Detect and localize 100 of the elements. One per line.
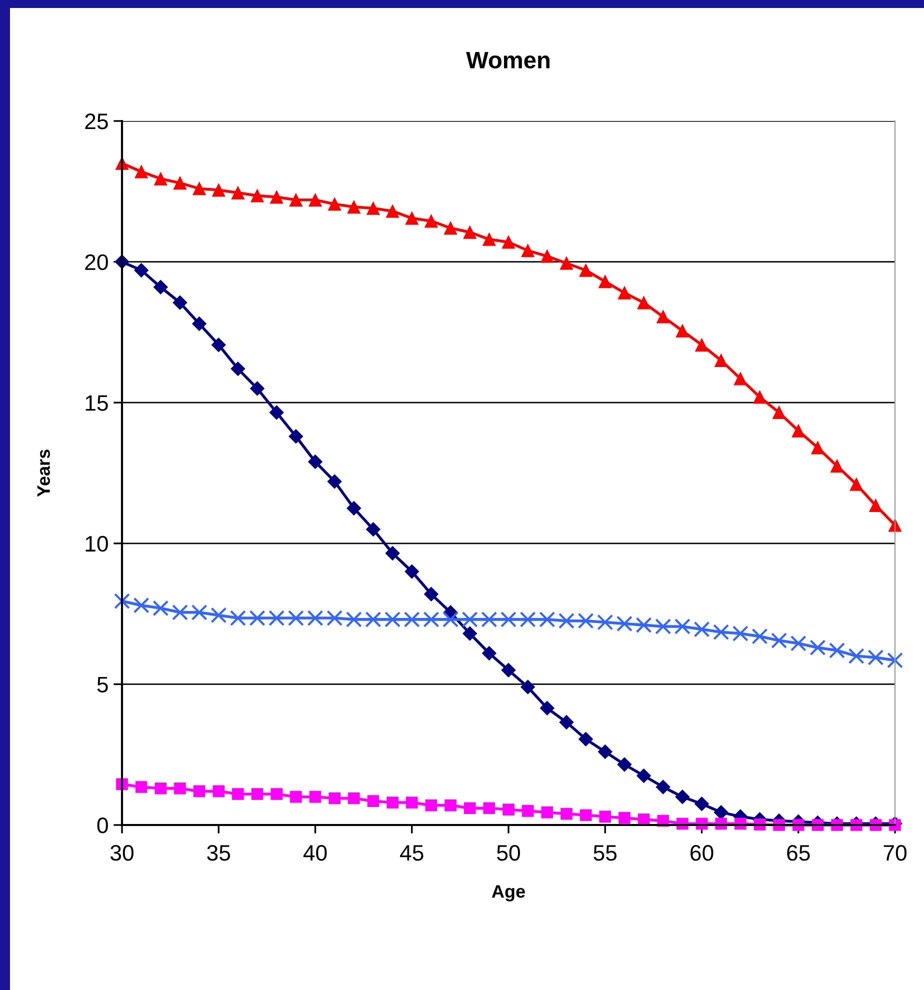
point — [385, 546, 400, 560]
point — [404, 611, 420, 628]
point — [232, 788, 244, 800]
point — [251, 788, 264, 800]
point — [290, 790, 302, 803]
point — [522, 805, 534, 817]
point — [676, 324, 690, 338]
point — [520, 680, 536, 694]
point — [694, 621, 710, 638]
point — [309, 790, 322, 803]
point — [637, 296, 650, 310]
point — [599, 810, 612, 822]
point — [598, 744, 612, 760]
point — [212, 183, 226, 197]
chart-title: Women — [466, 52, 550, 68]
point — [714, 354, 728, 367]
point — [250, 381, 264, 396]
point — [734, 372, 747, 386]
point — [288, 610, 304, 626]
point — [153, 280, 168, 294]
point — [482, 646, 496, 660]
x-tick-label: 55 — [594, 845, 617, 861]
point — [675, 790, 690, 804]
point — [830, 459, 844, 473]
point — [656, 310, 670, 324]
point — [249, 610, 266, 626]
point — [424, 214, 438, 228]
point — [792, 424, 805, 438]
point — [308, 454, 322, 469]
point — [444, 221, 458, 235]
point — [811, 441, 824, 454]
point — [752, 628, 768, 644]
point — [539, 611, 556, 628]
point — [694, 796, 709, 812]
point — [810, 640, 826, 656]
point — [483, 802, 496, 814]
point — [172, 295, 188, 310]
point — [270, 190, 284, 204]
point — [365, 611, 382, 628]
y-axis-title: Years — [37, 450, 50, 497]
point — [462, 626, 478, 641]
point — [481, 611, 498, 628]
point — [230, 362, 246, 376]
point — [656, 780, 670, 794]
point — [889, 819, 901, 831]
point — [212, 785, 225, 798]
point — [154, 782, 167, 794]
point — [850, 478, 863, 491]
x-tick-label: 70 — [884, 845, 906, 861]
y-tick-label: 20 — [85, 254, 108, 270]
point — [713, 624, 730, 640]
point — [386, 204, 400, 218]
point — [404, 564, 420, 579]
point — [616, 616, 632, 632]
point — [134, 165, 148, 178]
point — [288, 429, 304, 444]
point — [887, 652, 903, 668]
point — [714, 805, 728, 820]
point — [348, 792, 360, 804]
point — [502, 235, 516, 249]
point — [442, 611, 459, 628]
point — [367, 795, 380, 807]
point — [559, 714, 574, 730]
x-axis-title: Age — [492, 885, 525, 902]
point — [172, 604, 188, 620]
point — [695, 338, 708, 352]
point — [655, 618, 672, 634]
point — [135, 781, 148, 793]
point — [560, 808, 572, 820]
point — [771, 632, 788, 649]
point — [618, 812, 630, 824]
point — [384, 611, 401, 628]
x-tick-label: 60 — [690, 845, 714, 861]
point — [328, 197, 342, 211]
point — [520, 611, 536, 628]
point — [540, 250, 554, 263]
point — [386, 796, 398, 808]
point — [868, 649, 884, 666]
y-tick-label: 5 — [97, 676, 108, 692]
point — [211, 338, 226, 352]
point — [578, 612, 594, 629]
point — [580, 809, 592, 822]
point — [326, 610, 343, 626]
point — [521, 244, 534, 258]
point — [598, 274, 612, 288]
point — [558, 612, 574, 629]
point — [501, 662, 516, 678]
y-tick-label: 25 — [85, 114, 108, 130]
point — [618, 286, 632, 300]
point — [307, 610, 324, 626]
y-tick-label: 0 — [97, 818, 108, 834]
point — [134, 263, 149, 278]
point — [269, 405, 284, 420]
point — [114, 593, 130, 610]
point — [732, 626, 748, 642]
point — [462, 611, 478, 628]
point — [230, 610, 246, 626]
y-tick-label: 10 — [86, 536, 108, 552]
point — [617, 757, 632, 772]
point — [346, 611, 362, 628]
